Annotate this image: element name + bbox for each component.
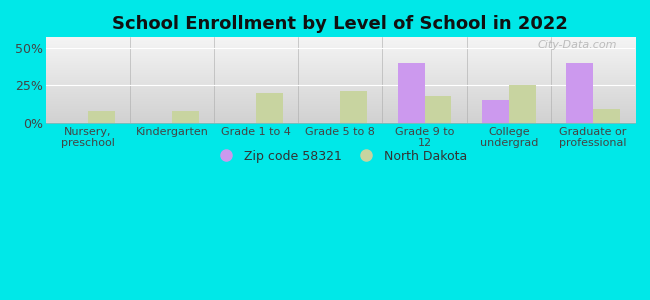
Bar — [341, 91, 367, 123]
Legend: Zip code 58321, North Dakota: Zip code 58321, North Dakota — [209, 145, 472, 168]
Title: School Enrollment by Level of School in 2022: School Enrollment by Level of School in … — [112, 15, 568, 33]
Text: City-Data.com: City-Data.com — [538, 40, 618, 50]
Bar — [172, 111, 199, 123]
Bar — [509, 85, 536, 123]
Bar — [482, 100, 509, 123]
Bar — [593, 109, 620, 123]
Bar — [256, 93, 283, 123]
Bar — [566, 63, 593, 123]
Bar — [88, 111, 115, 123]
Bar — [398, 63, 424, 123]
Bar — [424, 96, 452, 123]
